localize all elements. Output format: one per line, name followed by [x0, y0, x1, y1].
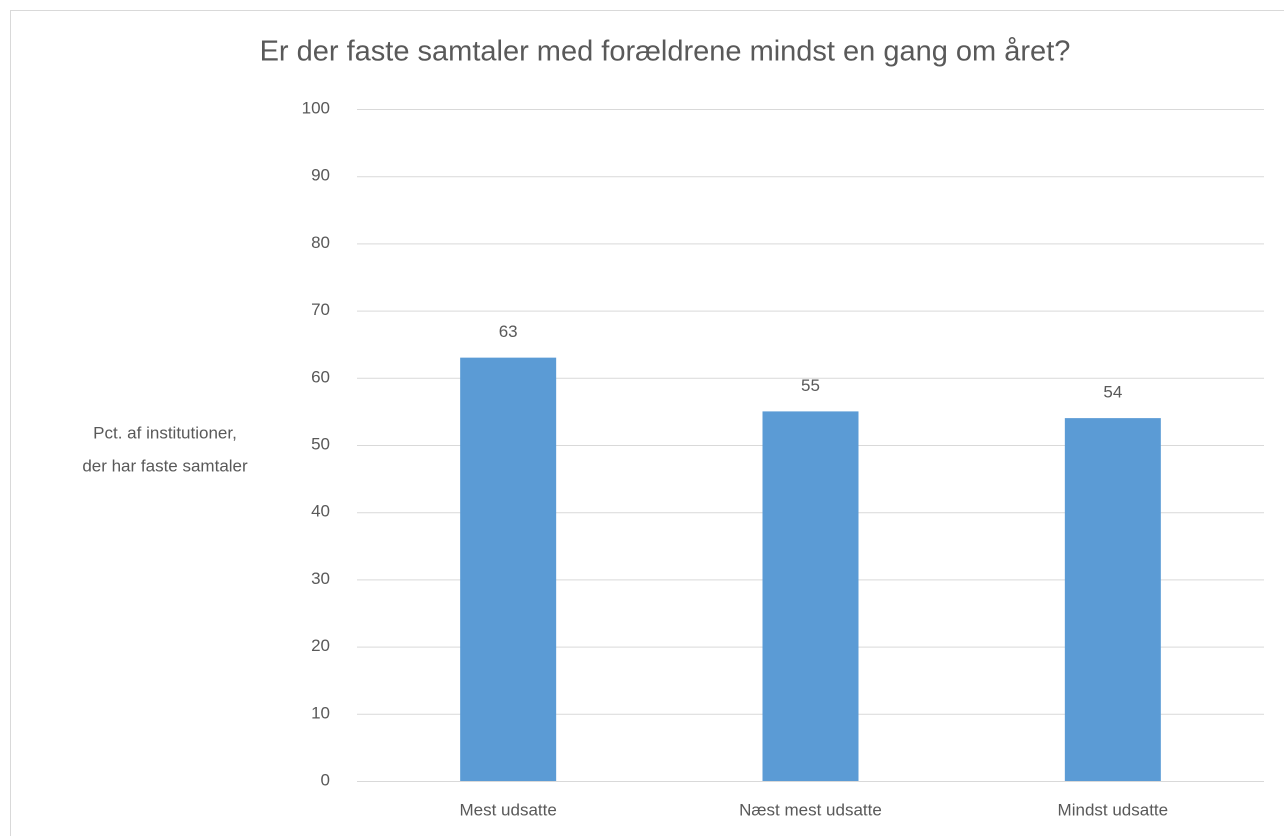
bar — [1064, 418, 1161, 781]
y-tick-label: 60 — [311, 367, 330, 386]
chart-title: Er der faste samtaler med forældrene min… — [260, 36, 1071, 68]
y-tick-label: 80 — [311, 233, 330, 252]
data-label: 63 — [499, 322, 518, 341]
x-tick-label: Mest udsatte — [460, 800, 557, 819]
y-tick-label: 30 — [311, 569, 330, 588]
y-tick-label: 50 — [311, 434, 330, 453]
y-tick-label: 40 — [311, 502, 330, 521]
y-axis-label: der har faste samtaler — [82, 456, 248, 475]
y-tick-label: 90 — [311, 166, 330, 185]
y-tick-label: 100 — [302, 98, 330, 117]
bar — [762, 411, 859, 781]
data-label: 55 — [801, 376, 820, 395]
y-tick-label: 10 — [311, 703, 330, 722]
y-axis-label: Pct. af institutioner, — [93, 423, 237, 442]
y-tick-label: 20 — [311, 636, 330, 655]
y-tick-label: 70 — [311, 300, 330, 319]
bar — [460, 357, 557, 781]
x-tick-label: Mindst udsatte — [1058, 800, 1169, 819]
data-label: 54 — [1103, 383, 1122, 402]
x-tick-label: Næst mest udsatte — [739, 800, 882, 819]
y-tick-label: 0 — [321, 770, 330, 789]
